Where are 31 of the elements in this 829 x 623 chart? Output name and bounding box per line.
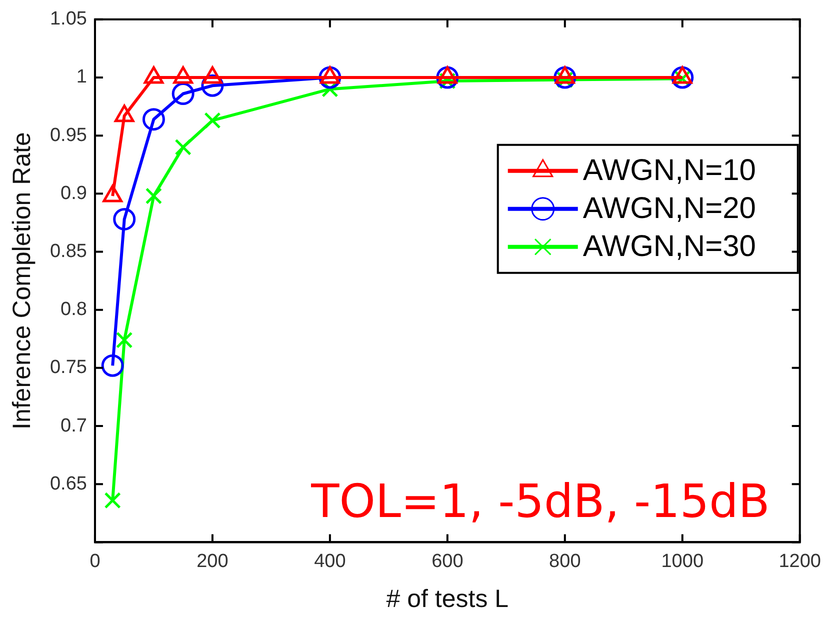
y-tick-label: 0.95 [50,124,87,146]
x-axis-title: # of tests L [386,584,509,613]
y-tick-label: 0.8 [60,299,87,320]
x-tick-label: 800 [549,550,581,572]
point [204,112,221,129]
point [116,332,133,348]
y-tick-label: 0.85 [50,240,87,262]
y-tick-label: 0.65 [50,473,87,494]
y-tick-label: 1 [76,66,87,88]
y-tick-label: 0.9 [60,182,87,204]
point [172,82,194,106]
y-axis-title: Inference Completion Rate [8,132,36,430]
point [145,188,162,204]
y-tick-label: 0.75 [50,357,87,378]
x-tick-label: 0 [90,550,100,572]
point [142,108,165,131]
point [104,492,121,509]
x-tick-label: 600 [432,550,464,572]
point [101,354,124,377]
point [174,138,192,156]
x-tick-label: 200 [196,550,228,572]
x-tick-label: 400 [314,550,346,572]
y-tick-label: 1.05 [50,8,87,30]
x-tick-label: 1200 [778,550,822,572]
point [113,208,136,230]
y-tick-label: 0.7 [60,415,87,436]
legend-label: AWGN,N=20 [582,192,756,226]
legend-label: AWGN,N=30 [582,230,756,264]
legend-label: AWGN,N=10 [582,154,756,188]
x-tick-label: 1000 [661,550,704,572]
annotation: TOL=1, -5dB, -15dB [310,474,770,528]
